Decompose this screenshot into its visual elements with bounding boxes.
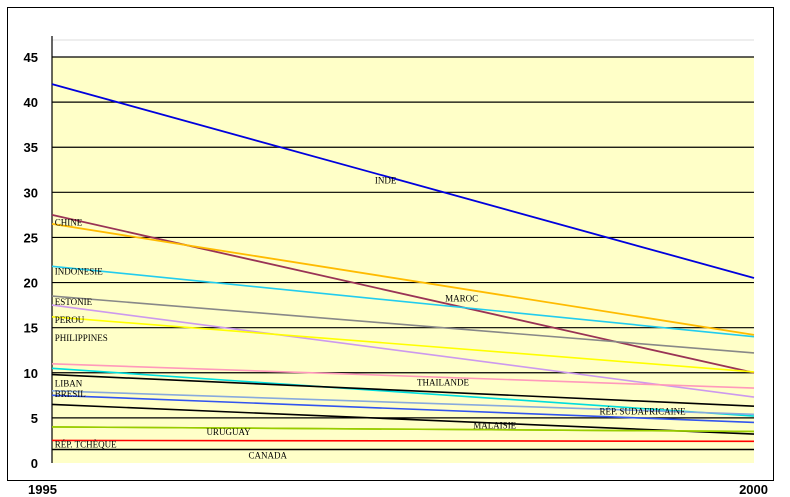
y-tick-label: 15	[24, 321, 38, 336]
series-label-philippines: PHILIPPINES	[55, 333, 108, 343]
series-label-chine: CHINE	[55, 218, 83, 228]
series-line-liban	[51, 390, 755, 416]
series-label-r-p-tch-que: RÉP. TCHÈQUE	[55, 440, 117, 450]
y-tick-label: 30	[24, 185, 38, 200]
y-tick-label: 25	[24, 230, 38, 245]
series-line-maroc	[51, 214, 755, 374]
series-line-indonesie	[51, 265, 755, 338]
series-line-unnamed-5	[51, 304, 755, 398]
series-line-estonie	[51, 295, 755, 354]
series-label-malaisie: MALAISIE	[473, 421, 516, 431]
series-label-inde: INDE	[375, 175, 397, 185]
series-line-bresil	[51, 394, 755, 424]
y-tick-label: 45	[24, 50, 38, 65]
series-label-bresil: BRESIL	[55, 389, 86, 399]
y-tick-label: 35	[24, 140, 38, 155]
series-label-uruguay: URUGUAY	[206, 427, 251, 437]
series-label-estonie: ESTONIE	[55, 297, 93, 307]
y-tick-label: 5	[31, 411, 38, 426]
x-tick-label: 2000	[739, 482, 768, 497]
series-label-indonesie: INDONESIE	[55, 266, 103, 276]
series-line-philippines	[51, 363, 755, 389]
series-line-r-p-tch-que	[51, 439, 755, 443]
series-label-r-p-sudafricaine: RÉP. SUDAFRICAINE	[600, 406, 687, 416]
series-line-inde	[51, 83, 755, 279]
series-line-chine	[51, 223, 755, 336]
y-tick-label: 40	[24, 95, 38, 110]
series-line-unnamed-8	[51, 367, 755, 417]
series-line-malaisie	[51, 426, 755, 433]
y-tick-label: 10	[24, 366, 38, 381]
series-label-thailande: THAILANDE	[417, 377, 469, 387]
series-line-r-p-sudafricaine	[51, 403, 755, 435]
series-line-perou	[51, 316, 755, 373]
x-tick-label: 1995	[28, 482, 57, 497]
series-label-canada: CANADA	[249, 450, 288, 460]
y-tick-label: 20	[24, 276, 38, 291]
series-label-perou: PEROU	[55, 315, 85, 325]
y-tick-label: 0	[31, 456, 38, 471]
series-label-maroc: MAROC	[445, 294, 478, 304]
series-line-thailande	[51, 373, 755, 407]
series-label-liban: LIBAN	[55, 378, 83, 388]
